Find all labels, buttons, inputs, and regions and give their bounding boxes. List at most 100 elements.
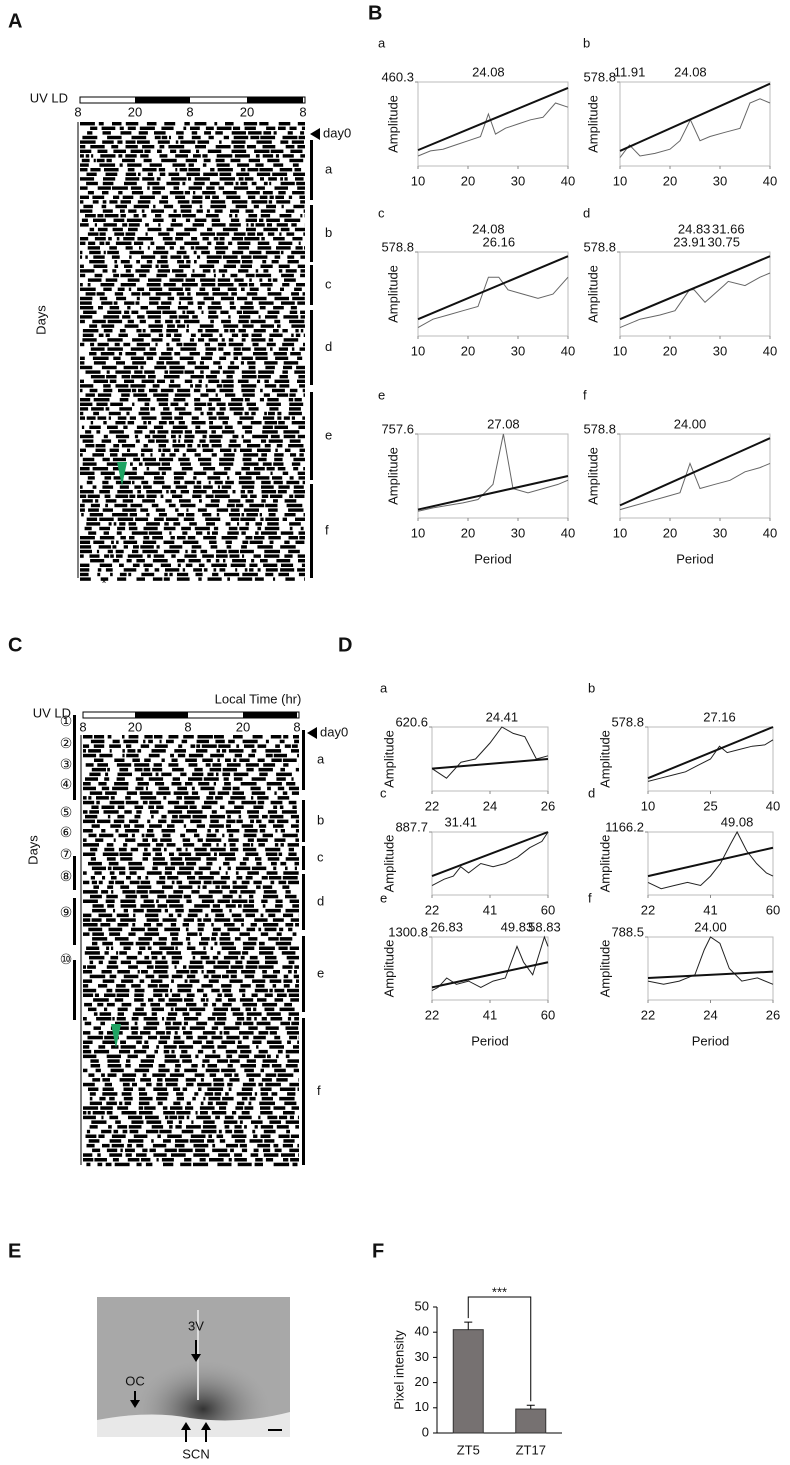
activity-bar [222, 975, 229, 979]
activity-bar [226, 904, 236, 908]
activity-bar [164, 283, 176, 286]
activity-bar [232, 251, 243, 254]
activity-bar [230, 979, 243, 983]
activity-bar [102, 806, 115, 810]
activity-bar [234, 806, 244, 810]
label-scn: SCN [182, 1446, 209, 1461]
time-tick: 8 [299, 104, 306, 119]
x-tick-label: 22 [425, 902, 439, 917]
activity-bar [259, 824, 266, 828]
activity-bar [119, 1102, 122, 1106]
activity-bar [80, 343, 84, 346]
activity-bar [206, 522, 215, 525]
activity-bar [110, 801, 125, 805]
activity-bar [185, 191, 190, 194]
activity-bar [123, 499, 133, 502]
activity-bar [116, 481, 131, 484]
activity-bar [186, 937, 190, 941]
activity-bar [127, 449, 130, 452]
activity-bar [117, 763, 131, 767]
activity-bar [232, 1135, 247, 1139]
activity-bar [237, 1092, 252, 1096]
activity-bar [216, 159, 225, 162]
activity-bar [244, 1125, 247, 1129]
activity-bar [241, 923, 244, 927]
segment-bar [302, 1018, 305, 1165]
activity-bar [298, 1088, 300, 1092]
activity-bar [215, 246, 228, 249]
activity-bar [217, 232, 230, 235]
activity-bar [112, 1017, 114, 1021]
activity-bar [161, 255, 168, 258]
x-tick-label: 10 [641, 798, 655, 813]
activity-bar [120, 853, 133, 857]
activity-bar [111, 890, 113, 894]
activity-bar [142, 550, 157, 553]
activity-bar [301, 315, 306, 318]
activity-bar [83, 914, 91, 918]
activity-bar [127, 956, 138, 960]
activity-bar [299, 136, 305, 139]
activity-bar [190, 1026, 205, 1030]
activity-bar [108, 1125, 112, 1129]
activity-bar [186, 1083, 193, 1087]
activity-bar [293, 1163, 298, 1167]
activity-bar [279, 347, 288, 350]
activity-bar [191, 1135, 206, 1139]
activity-bar [240, 306, 253, 309]
activity-bar [242, 573, 258, 576]
activity-bar [183, 568, 185, 571]
activity-bar [156, 791, 170, 795]
activity-bar [172, 961, 179, 965]
activity-bar [203, 1031, 216, 1035]
activity-bar [241, 970, 255, 974]
activity-bar [182, 214, 196, 217]
activity-bar [261, 1135, 271, 1139]
activity-bar [94, 744, 104, 748]
activity-bar [186, 159, 197, 162]
x-tick-label: 22 [641, 1007, 655, 1022]
activity-bar [174, 481, 180, 484]
activity-bar [165, 1022, 171, 1025]
activity-bar [180, 150, 191, 153]
activity-bar [170, 1073, 184, 1077]
activity-bar [278, 1073, 294, 1077]
activity-bar [104, 168, 119, 171]
activity-bar [192, 315, 198, 318]
activity-bar [289, 407, 301, 410]
activity-bar [141, 1059, 154, 1063]
activity-bar [215, 481, 223, 484]
activity-bar [238, 577, 253, 580]
activity-bar [259, 219, 263, 222]
activity-bar [273, 918, 284, 922]
activity-bar [193, 1153, 209, 1157]
activity-bar [118, 518, 134, 521]
activity-bar [230, 301, 235, 304]
activity-bar [284, 1003, 292, 1007]
activity-bar [240, 1064, 256, 1068]
activity-bar [89, 260, 104, 263]
activity-bar [189, 559, 201, 562]
activity-bar [177, 573, 188, 576]
activity-bar [222, 947, 236, 951]
activity-bar [145, 403, 150, 406]
activity-bar [159, 513, 167, 516]
activity-bar [201, 787, 215, 791]
activity-bar [126, 246, 133, 249]
x-tick-label: 20 [663, 343, 677, 358]
significance: *** [492, 1284, 507, 1299]
activity-bar [257, 232, 263, 235]
activity-bar [95, 838, 103, 842]
activity-bar [287, 1041, 291, 1045]
activity-bar [180, 347, 196, 350]
activity-bar [106, 499, 117, 502]
activity-bar [207, 476, 220, 479]
day0-label: day0 [323, 125, 351, 140]
activity-bar [149, 297, 160, 300]
activity-bar [88, 1036, 103, 1040]
activity-bar [234, 136, 249, 139]
activity-bar [149, 288, 162, 291]
activity-bar [276, 773, 292, 777]
activity-bar [213, 965, 228, 969]
activity-bar [186, 1125, 201, 1129]
